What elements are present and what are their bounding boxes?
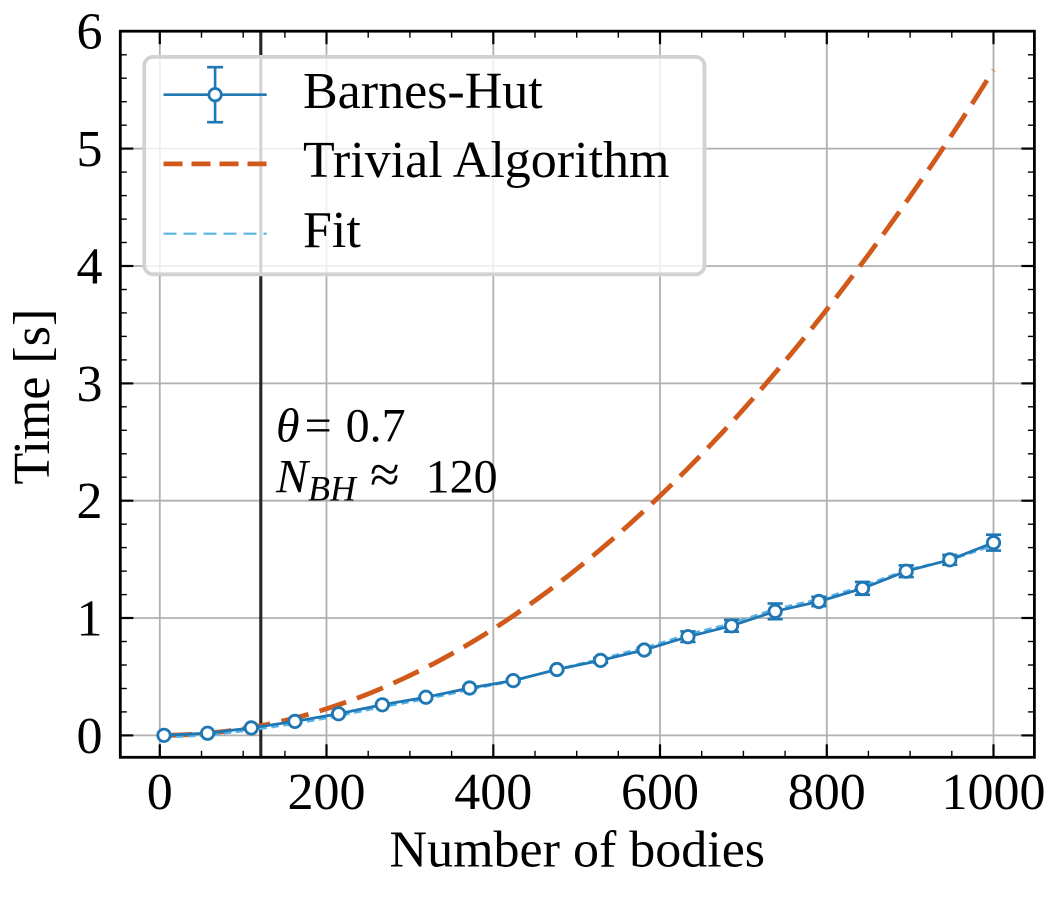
svg-text:2: 2 xyxy=(77,473,103,530)
svg-text:Fit: Fit xyxy=(303,202,361,259)
svg-text:Time [s]: Time [s] xyxy=(4,309,61,485)
svg-text:θ=0.7: θ = 0.7 xyxy=(276,399,406,452)
svg-text:200: 200 xyxy=(288,764,366,821)
svg-text:4: 4 xyxy=(77,238,103,295)
svg-text:NBH≈120: NBH ≈120 xyxy=(275,445,498,509)
svg-text:400: 400 xyxy=(454,764,532,821)
svg-text:3: 3 xyxy=(77,356,103,413)
svg-text:600: 600 xyxy=(621,764,699,821)
svg-text:0: 0 xyxy=(77,708,103,765)
svg-text:1000: 1000 xyxy=(942,764,1046,821)
svg-text:Trivial Algorithm: Trivial Algorithm xyxy=(303,132,669,189)
svg-text:800: 800 xyxy=(788,764,866,821)
svg-text:5: 5 xyxy=(77,121,103,178)
svg-text:1: 1 xyxy=(77,590,103,647)
svg-text:Barnes-Hut: Barnes-Hut xyxy=(303,63,543,120)
svg-text:Number of bodies: Number of bodies xyxy=(390,822,765,879)
svg-text:0: 0 xyxy=(147,764,173,821)
svg-text:6: 6 xyxy=(77,4,103,61)
